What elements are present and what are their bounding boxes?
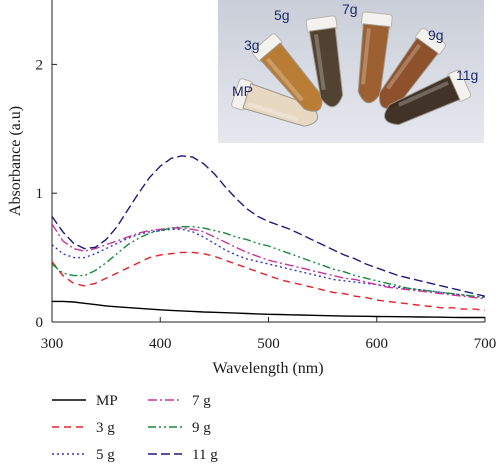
vial-label-5: 11g [456, 67, 478, 83]
vial-label-4: 9g [428, 27, 444, 43]
x-tick-label: 300 [41, 336, 64, 352]
series-line-2 [52, 228, 485, 299]
series-line-3 [52, 223, 485, 300]
legend: MP 3 g 5 g 7 g 9 g 11 g [52, 393, 218, 463]
vial-label-2: 5g [274, 7, 290, 23]
legend-label-5: 11 g [192, 447, 218, 463]
legend-label-4: 9 g [192, 420, 211, 436]
series-lines [52, 155, 485, 319]
series-line-5 [52, 155, 485, 297]
photo-background [218, 0, 484, 143]
y-tick-label: 1 [36, 186, 44, 202]
y-tick-label: 0 [36, 315, 44, 331]
x-tick-label: 400 [149, 336, 172, 352]
vials-group [231, 11, 472, 127]
photo-labels: MP 3g 5g 7g 9g 11g [232, 1, 478, 99]
vial-2 [305, 15, 344, 108]
legend-label-3: 7 g [192, 393, 211, 409]
vial-label-0: MP [232, 83, 253, 99]
vial-0 [231, 78, 319, 127]
vial-5 [384, 69, 472, 126]
x-axis-title: Wavelength (nm) [212, 360, 323, 377]
vial-label-1: 3g [244, 37, 260, 53]
series-line-4 [52, 226, 485, 299]
x-ticks: 300 400 500 600 700 [41, 317, 497, 352]
vial-label-3: 7g [342, 1, 358, 17]
legend-label-2: 5 g [96, 447, 115, 463]
vial-4 [378, 27, 447, 109]
x-tick-label: 600 [366, 336, 389, 352]
series-line-0 [52, 300, 485, 319]
axes: 300 400 500 600 700 0 1 2 [36, 0, 497, 352]
vials-photo: MP 3g 5g 7g 9g 11g [218, 0, 484, 143]
x-tick-label: 700 [474, 336, 497, 352]
vial-1 [251, 33, 323, 112]
x-tick-label: 500 [257, 336, 280, 352]
legend-label-0: MP [96, 393, 118, 409]
y-tick-label: 2 [36, 57, 44, 73]
y-ticks: 0 1 2 [36, 57, 57, 331]
y-axis-title: Absorbance (a.u) [7, 106, 24, 216]
legend-label-1: 3 g [96, 420, 115, 436]
series-line-1 [52, 251, 485, 312]
